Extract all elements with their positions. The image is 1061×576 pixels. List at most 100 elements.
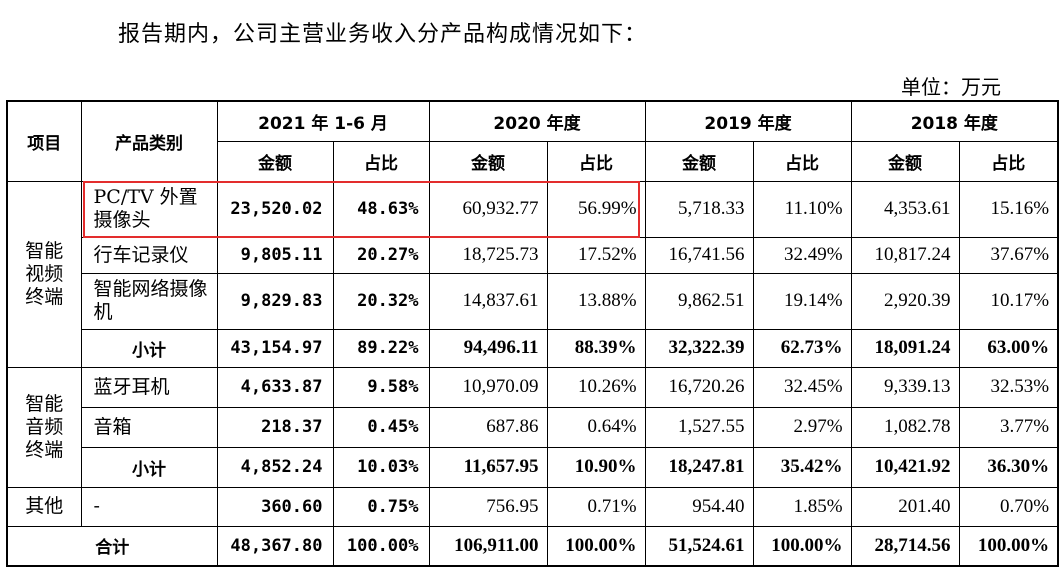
intro-text: 报告期内，公司主营业务收入分产品构成情况如下： [118, 22, 648, 47]
cell-value: 5,718.33 [644, 180, 754, 238]
cell-value: 19.14% [752, 272, 852, 330]
cell-value: 11,657.95 [428, 446, 548, 488]
cell-value: 3.77% [958, 406, 1059, 448]
cell-value: 89.22% [332, 328, 430, 368]
cell-value: 100.00% [958, 525, 1059, 567]
other-label: 其他 [6, 486, 82, 527]
cell-value: 10.03% [332, 446, 430, 488]
product-name: 行车记录仪 [80, 236, 218, 274]
product-name: - [80, 486, 218, 527]
cell-value: 63.00% [958, 328, 1059, 368]
cell-value: 18,091.24 [850, 328, 960, 368]
cell-value: 15.16% [958, 180, 1059, 238]
group-name-video-text: 智能视频终端 [25, 239, 64, 308]
subtotal-row: 小计 4,852.24 10.03% 11,657.95 10.90% 18,2… [7, 446, 1059, 488]
cell-value: 2,920.39 [850, 272, 960, 330]
cell-value: 14,837.61 [428, 272, 548, 330]
cell-value: 28,714.56 [850, 525, 960, 567]
header-amount: 金额 [850, 140, 960, 182]
cell-value: 9,805.11 [216, 236, 334, 274]
cell-value: 48,367.80 [216, 525, 334, 567]
cell-value: 9,339.13 [850, 366, 960, 408]
cell-value: 4,633.87 [216, 366, 334, 408]
cell-value: 18,247.81 [644, 446, 754, 488]
cell-value: 16,741.56 [644, 236, 754, 274]
header-period-2019: 2019 年度 [644, 100, 852, 142]
product-name: 音箱 [80, 406, 218, 448]
cell-value: 60,932.77 [428, 180, 548, 238]
cell-value: 9,829.83 [216, 272, 334, 330]
cell-value: 94,496.11 [428, 328, 548, 368]
cell-value: 62.73% [752, 328, 852, 368]
cell-value: 10.17% [958, 272, 1059, 330]
cell-value: 88.39% [546, 328, 646, 368]
cell-value: 48.63% [332, 180, 430, 238]
cell-value: 35.42% [752, 446, 852, 488]
total-label: 合计 [6, 525, 218, 567]
product-name: 蓝牙耳机 [80, 366, 218, 408]
cell-value: 18,725.73 [428, 236, 548, 274]
cell-value: 10,817.24 [850, 236, 960, 274]
cell-value: 218.37 [216, 406, 334, 448]
cell-value: 10.26% [546, 366, 646, 408]
cell-value: 9,862.51 [644, 272, 754, 330]
cell-value: 43,154.97 [216, 328, 334, 368]
group-name-video: 智能视频终端 [6, 180, 82, 368]
cell-value: 1,527.55 [644, 406, 754, 448]
header-amount: 金额 [644, 140, 754, 182]
table-row: 音箱 218.37 0.45% 687.86 0.64% 1,527.55 2.… [7, 406, 1059, 448]
group-name-audio-text: 智能音频终端 [25, 392, 64, 461]
header-ratio: 占比 [332, 140, 430, 182]
cell-value: 106,911.00 [428, 525, 548, 567]
header-ratio: 占比 [546, 140, 646, 182]
cell-value: 9.58% [332, 366, 430, 408]
cell-value: 13.88% [546, 272, 646, 330]
cell-value: 10,970.09 [428, 366, 548, 408]
cell-value: 11.10% [752, 180, 852, 238]
header-amount: 金额 [216, 140, 334, 182]
cell-value: 37.67% [958, 236, 1059, 274]
header-period-2020: 2020 年度 [428, 100, 646, 142]
cell-value: 4,852.24 [216, 446, 334, 488]
cell-value: 23,520.02 [216, 180, 334, 238]
unit-label: 单位：万元 [901, 75, 1001, 99]
cell-value: 17.52% [546, 236, 646, 274]
subtotal-label: 小计 [80, 328, 218, 368]
cell-value: 56.99% [546, 180, 646, 238]
cell-value: 2.97% [752, 406, 852, 448]
header-row-2: 金额 占比 金额 占比 金额 占比 金额 占比 [7, 140, 1059, 182]
cell-value: 360.60 [216, 486, 334, 527]
cell-value: 100.00% [332, 525, 430, 567]
total-row: 合计 48,367.80 100.00% 106,911.00 100.00% … [6, 525, 1059, 567]
cell-value: 100.00% [546, 525, 646, 567]
cell-value: 32,322.39 [644, 328, 754, 368]
header-period-2021h1: 2021 年 1-6 月 [216, 100, 430, 142]
header-category: 产品类别 [80, 100, 218, 182]
cell-value: 0.70% [958, 486, 1059, 527]
table-row: 智能视频终端 PC/TV 外置摄像头 23,520.02 48.63% 60,9… [6, 180, 1059, 368]
cell-value: 201.40 [850, 486, 960, 527]
header-ratio: 占比 [752, 140, 852, 182]
table-row: 智能网络摄像机 9,829.83 20.32% 14,837.61 13.88%… [7, 272, 1059, 330]
cell-value: 32.45% [752, 366, 852, 408]
cell-value: 36.30% [958, 446, 1059, 488]
header-row-1: 项目 产品类别 2021 年 1-6 月 2020 年度 2019 年度 201… [6, 100, 1059, 182]
table-row: 智能音频终端 蓝牙耳机 4,633.87 9.58% 10,970.09 10.… [6, 366, 1059, 488]
cell-value: 20.27% [332, 236, 430, 274]
cell-value: 1,082.78 [850, 406, 960, 448]
other-row: 其他 - 360.60 0.75% 756.95 0.71% 954.40 1.… [6, 486, 1059, 527]
cell-value: 100.00% [752, 525, 852, 567]
cell-value: 10.90% [546, 446, 646, 488]
cell-value: 10,421.92 [850, 446, 960, 488]
table-row: 行车记录仪 9,805.11 20.27% 18,725.73 17.52% 1… [7, 236, 1059, 274]
cell-value: 687.86 [428, 406, 548, 448]
group-name-audio: 智能音频终端 [6, 366, 82, 488]
subtotal-row: 小计 43,154.97 89.22% 94,496.11 88.39% 32,… [7, 328, 1059, 368]
cell-value: 16,720.26 [644, 366, 754, 408]
cell-value: 0.45% [332, 406, 430, 448]
cell-value: 4,353.61 [850, 180, 960, 238]
cell-value: 0.64% [546, 406, 646, 448]
revenue-table: 项目 产品类别 2021 年 1-6 月 2020 年度 2019 年度 201… [6, 100, 1060, 567]
header-amount: 金额 [428, 140, 548, 182]
header-ratio: 占比 [958, 140, 1059, 182]
